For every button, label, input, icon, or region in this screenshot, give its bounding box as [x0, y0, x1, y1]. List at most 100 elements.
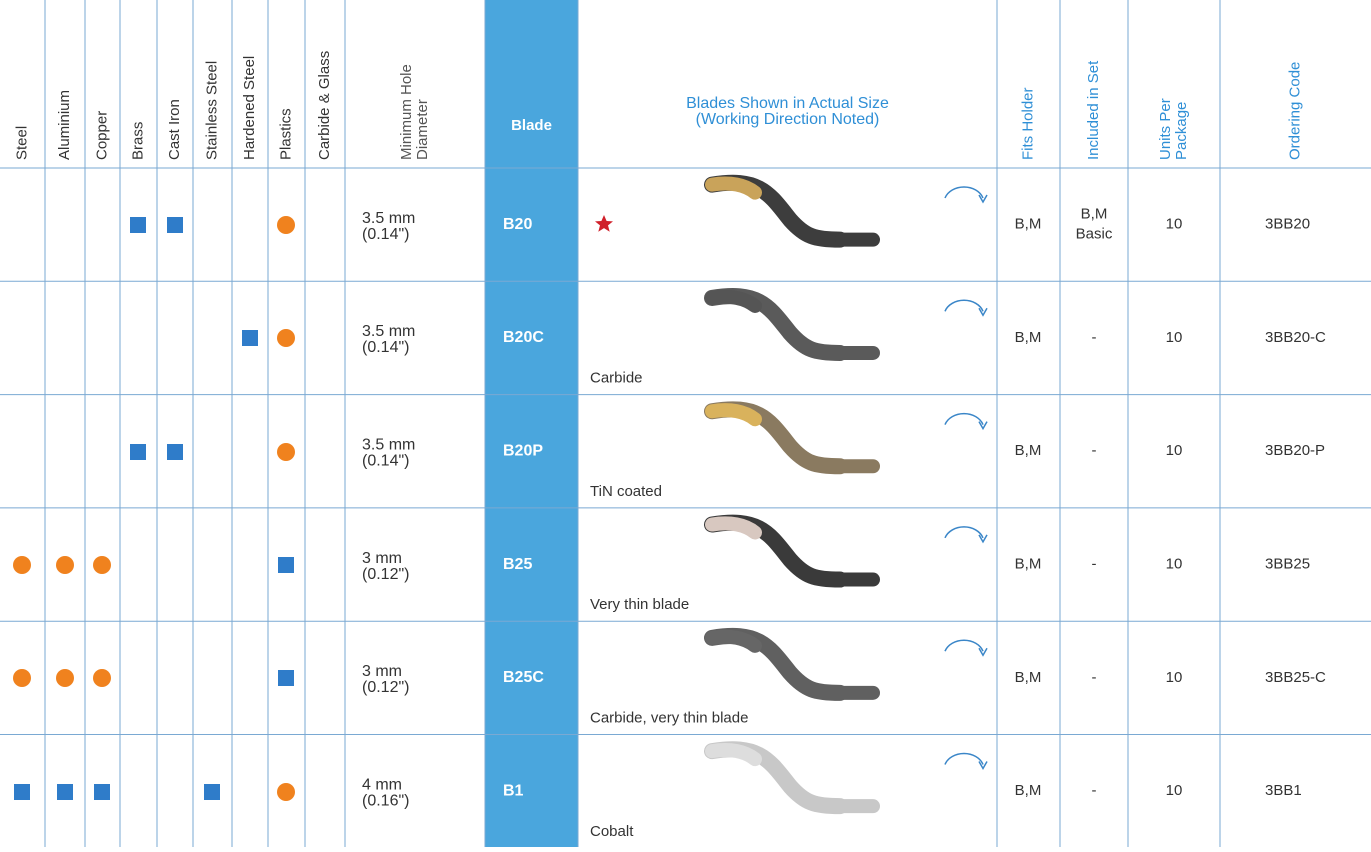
blade-image — [704, 627, 988, 701]
hole-diameter: 3.5 mm — [362, 436, 415, 453]
units-per-package: 10 — [1166, 216, 1183, 233]
square — [167, 217, 183, 233]
hole-diameter: (0.12") — [362, 566, 409, 583]
hole-diameter: (0.14") — [362, 339, 409, 356]
circle — [56, 669, 74, 687]
circle — [93, 556, 111, 574]
column-header: Diameter — [414, 99, 431, 160]
square — [130, 444, 146, 460]
included-in-set: Basic — [1076, 226, 1113, 243]
blade-code: B20C — [503, 329, 544, 346]
column-header: Blade — [511, 117, 552, 134]
blade-body — [704, 288, 848, 361]
blade-note: TiN coated — [590, 483, 662, 500]
column-header: Cast Iron — [166, 99, 183, 160]
blade-code: B25 — [503, 556, 532, 573]
blade-image — [704, 288, 988, 361]
blade-note: Carbide, very thin blade — [590, 709, 748, 726]
included-in-set: - — [1092, 782, 1097, 799]
included-in-set: B,M — [1081, 206, 1108, 223]
blade-body — [704, 514, 848, 588]
units-per-package: 10 — [1166, 556, 1183, 573]
column-header: Carbide & Glass — [316, 51, 333, 160]
blade-body — [704, 401, 848, 475]
blade-code: B20 — [503, 216, 532, 233]
blade-code: B20P — [503, 442, 543, 459]
included-in-set: - — [1092, 669, 1097, 686]
hole-diameter: (0.14") — [362, 226, 409, 243]
blade-shank — [835, 572, 880, 587]
hole-diameter: (0.12") — [362, 679, 409, 696]
blade-image — [704, 514, 988, 588]
circle — [277, 216, 295, 234]
circle — [277, 443, 295, 461]
blade-shank — [835, 799, 880, 814]
square — [57, 784, 73, 800]
star-icon — [595, 215, 613, 232]
square — [167, 444, 183, 460]
blade-shank — [835, 685, 880, 700]
direction-arrow — [944, 526, 984, 539]
square — [130, 217, 146, 233]
blade-tip — [705, 743, 762, 767]
blade-image — [704, 401, 988, 475]
circle — [93, 669, 111, 687]
column-header: Stainless Steel — [203, 61, 220, 160]
fits-holder: B,M — [1015, 329, 1042, 346]
fits-holder: B,M — [1015, 669, 1042, 686]
square — [242, 330, 258, 346]
fits-holder: B,M — [1015, 556, 1042, 573]
direction-arrow — [944, 752, 984, 765]
ordering-code: 3BB20-P — [1265, 442, 1325, 459]
circle — [13, 669, 31, 687]
column-header: (Working Direction Noted) — [696, 111, 880, 128]
blade-tip — [705, 289, 762, 313]
blade-image — [704, 174, 988, 248]
blade-image — [704, 741, 988, 815]
arrow-head — [978, 761, 988, 771]
included-in-set: - — [1092, 442, 1097, 459]
circle — [56, 556, 74, 574]
column-header: Package — [1173, 102, 1190, 160]
blade-shank — [835, 345, 880, 360]
blade-code: B1 — [503, 782, 524, 799]
hole-diameter: 4 mm — [362, 776, 402, 793]
blade-body — [704, 174, 848, 248]
arrow-head — [978, 647, 988, 657]
blade-note: Very thin blade — [590, 596, 689, 613]
symbols — [13, 215, 613, 801]
hole-diameter: (0.16") — [362, 792, 409, 809]
column-header: Blades Shown in Actual Size — [686, 95, 889, 112]
square — [278, 557, 294, 573]
blade-column-bg — [485, 0, 578, 847]
included-in-set: - — [1092, 329, 1097, 346]
direction-arrow — [944, 639, 984, 652]
blade-shank — [835, 232, 880, 247]
square — [94, 784, 110, 800]
blade-tip — [705, 176, 762, 200]
hole-diameter: 3.5 mm — [362, 323, 415, 340]
ordering-code: 3BB25-C — [1265, 669, 1326, 686]
column-header: Units Per — [1157, 98, 1174, 160]
blade-tip — [705, 403, 762, 427]
blade-code: B25C — [503, 669, 544, 686]
blade-body — [704, 627, 848, 701]
blade-body — [704, 741, 848, 815]
column-header: Aluminium — [56, 90, 73, 160]
square — [14, 784, 30, 800]
blade-note: Cobalt — [590, 823, 634, 840]
units-per-package: 10 — [1166, 669, 1183, 686]
direction-arrow — [944, 186, 984, 199]
units-per-package: 10 — [1166, 329, 1183, 346]
hole-diameter: 3 mm — [362, 663, 402, 680]
hole-diameter: 3 mm — [362, 550, 402, 567]
direction-arrow — [944, 412, 984, 425]
column-header: Steel — [13, 126, 30, 160]
column-header: Minimum Hole — [398, 64, 415, 160]
arrow-head — [978, 534, 988, 544]
column-header: Included in Set — [1085, 60, 1102, 160]
fits-holder: B,M — [1015, 216, 1042, 233]
column-header: Copper — [93, 111, 110, 160]
circle — [277, 329, 295, 347]
